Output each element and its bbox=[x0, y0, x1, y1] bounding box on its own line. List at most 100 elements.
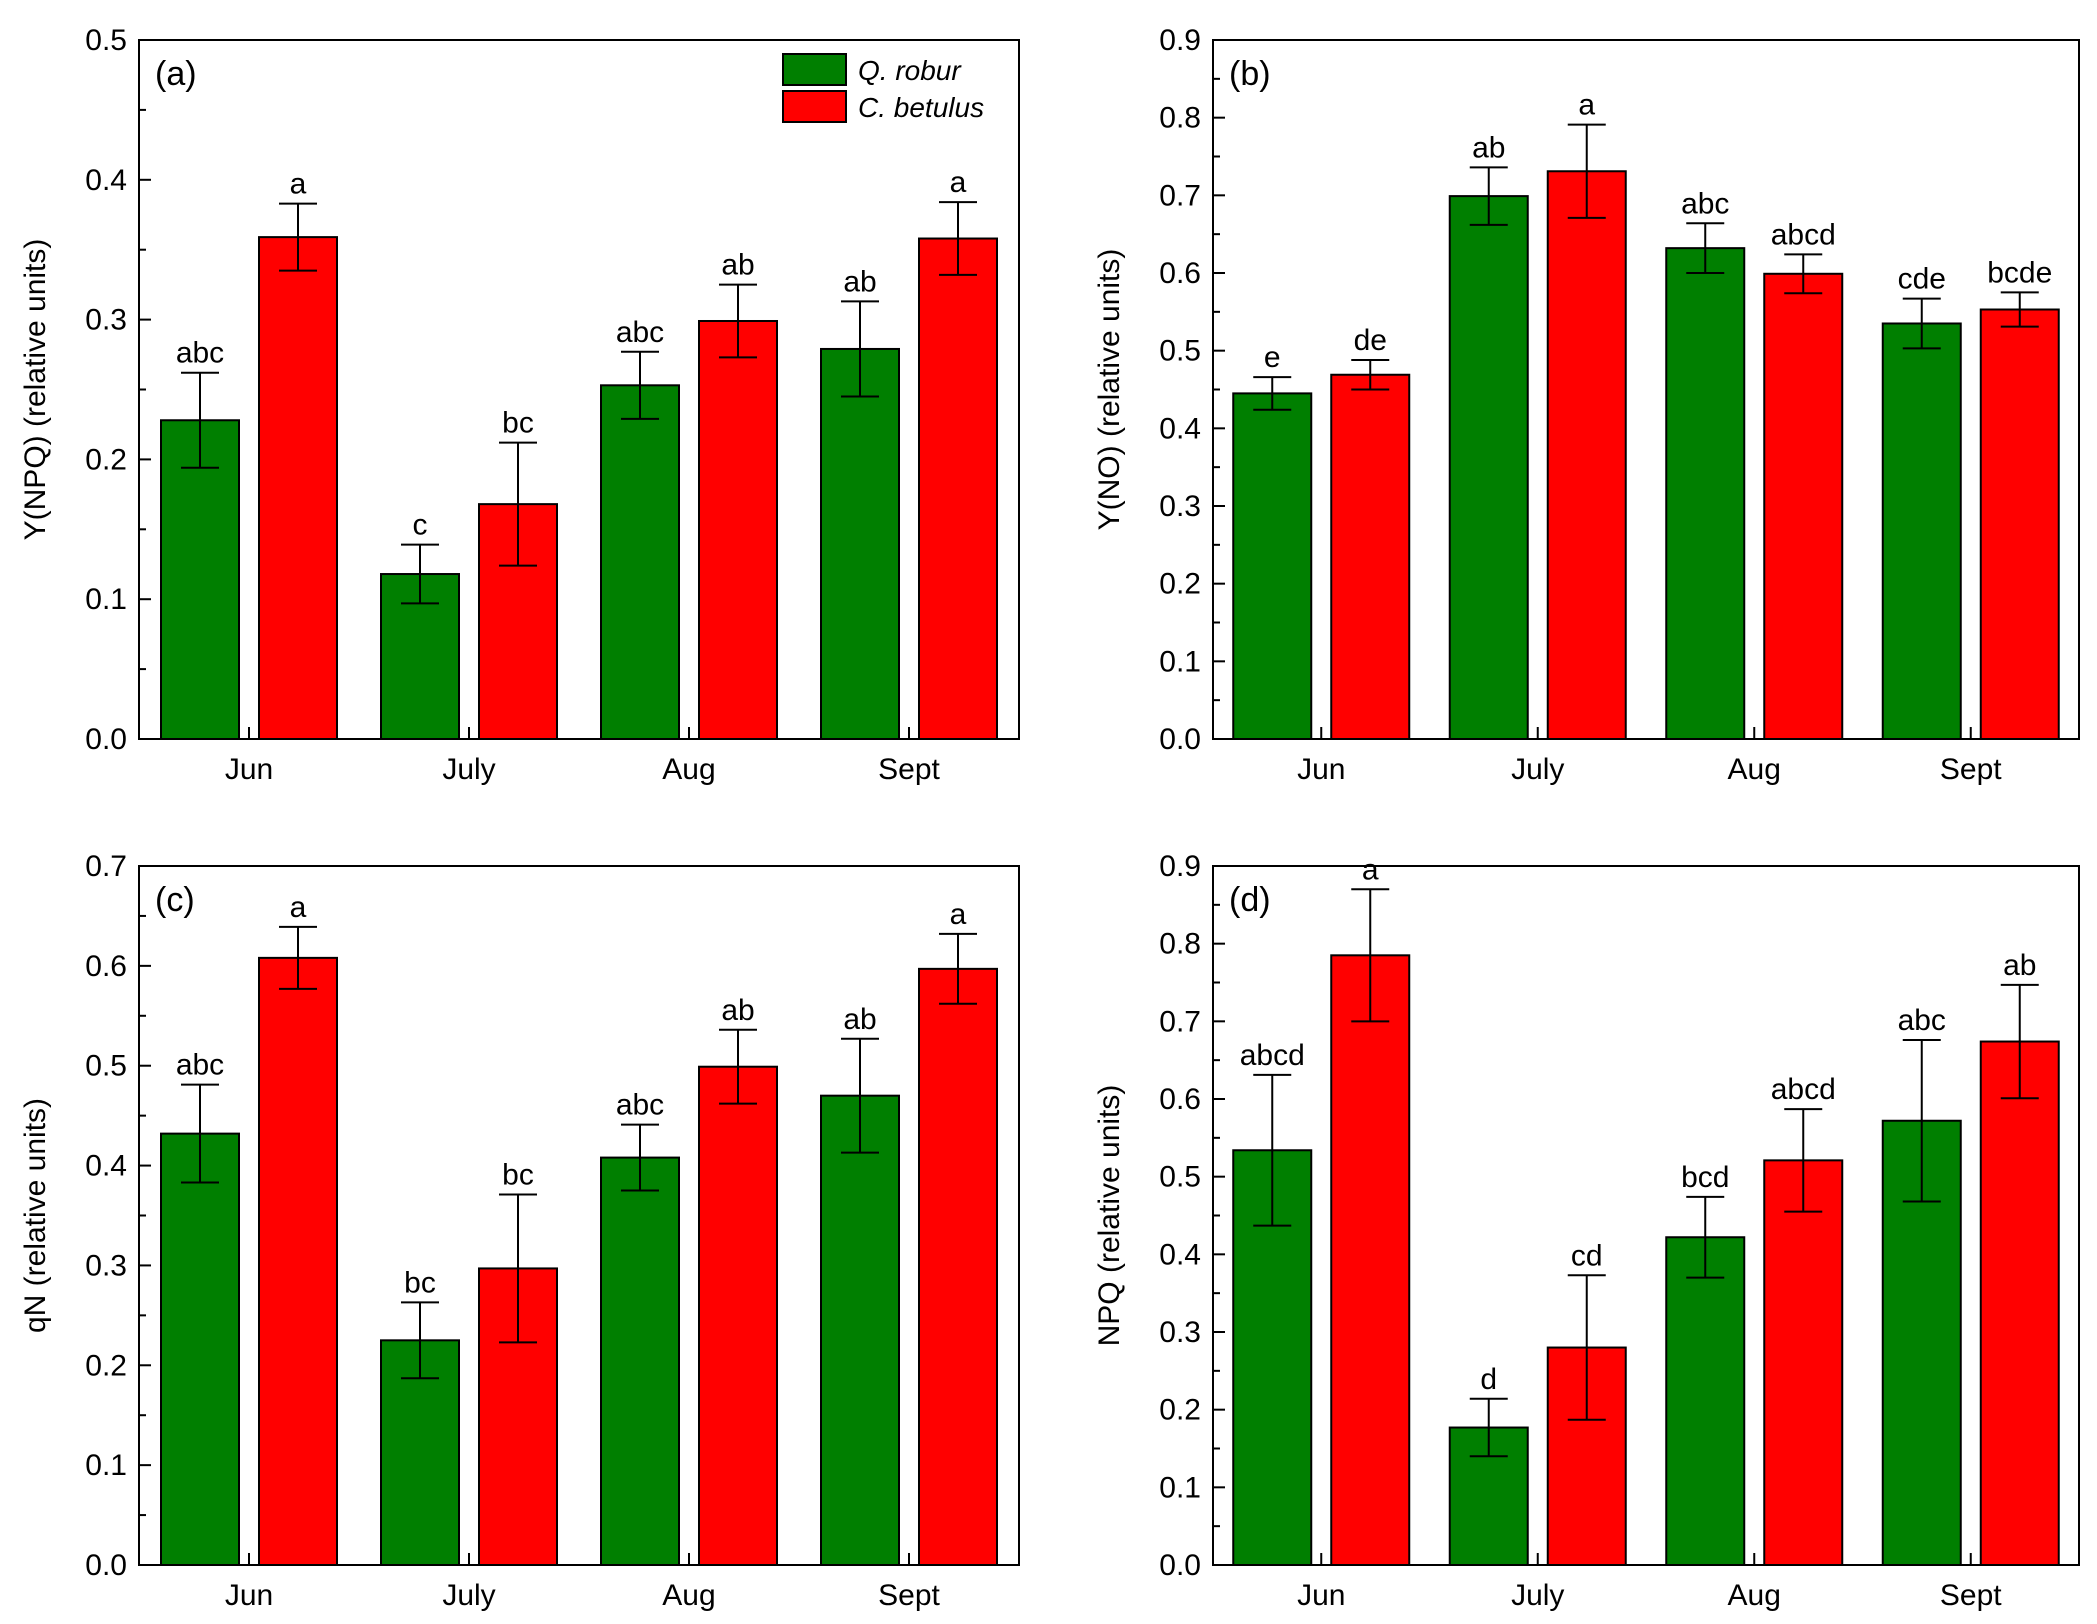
significance-letter: bc bbox=[502, 407, 534, 440]
y-tick-label: 0.3 bbox=[85, 1249, 127, 1282]
y-tick-label: 0.0 bbox=[1159, 1549, 1201, 1582]
significance-letter: ab bbox=[2003, 949, 2036, 982]
bar-q-robur-sept bbox=[820, 347, 900, 740]
bar-c-betulus-aug bbox=[698, 319, 778, 740]
significance-letter: a bbox=[950, 166, 967, 199]
bar-q-robur-sept bbox=[1881, 322, 1962, 740]
x-tick-label: Jun bbox=[225, 1579, 273, 1612]
significance-letter: abc bbox=[176, 1049, 224, 1082]
x-tick-label: July bbox=[1511, 753, 1564, 786]
y-tick-label: 0.2 bbox=[1159, 1394, 1201, 1427]
bar-c-betulus-aug bbox=[1763, 1159, 1844, 1567]
y-tick-label: 0.5 bbox=[1159, 1161, 1201, 1194]
panel-label: (c) bbox=[155, 881, 195, 919]
x-tick-label: July bbox=[442, 1579, 495, 1612]
y-tick-label: 0.7 bbox=[1159, 179, 1201, 212]
significance-letter: ab bbox=[721, 249, 754, 282]
y-tick-label: 0.8 bbox=[1159, 928, 1201, 961]
x-tick-label: Sept bbox=[1940, 753, 2002, 786]
y-axis-label: NPQ (relative units) bbox=[1093, 1085, 1126, 1347]
y-tick-label: 0.0 bbox=[85, 1549, 127, 1582]
significance-letter: bcd bbox=[1681, 1161, 1729, 1194]
bar-q-robur-sept bbox=[820, 1094, 900, 1566]
y-tick-label: 0.5 bbox=[85, 24, 127, 57]
significance-letter: abcd bbox=[1771, 1073, 1836, 1106]
x-tick-label: Aug bbox=[662, 753, 715, 786]
significance-letter: e bbox=[1264, 341, 1281, 374]
bar-c-betulus-jun bbox=[258, 236, 338, 740]
panel-label: (b) bbox=[1229, 55, 1271, 93]
significance-letter: bc bbox=[502, 1159, 534, 1192]
significance-letter: abc bbox=[176, 337, 224, 370]
y-tick-label: 0.3 bbox=[85, 304, 127, 337]
significance-letter: a bbox=[1578, 89, 1595, 122]
x-tick-label: Aug bbox=[1728, 1579, 1781, 1612]
plot-frame bbox=[1212, 865, 2080, 1566]
y-tick-label: 0.5 bbox=[1159, 335, 1201, 368]
bar-c-betulus-july bbox=[1546, 1346, 1627, 1566]
significance-letter: d bbox=[1480, 1363, 1497, 1396]
y-tick-label: 0.1 bbox=[85, 1449, 127, 1482]
bar-c-betulus-jun bbox=[1330, 954, 1411, 1566]
y-tick-label: 0.2 bbox=[85, 443, 127, 476]
bar-q-robur-jun bbox=[160, 1132, 240, 1567]
x-tick-label: July bbox=[1511, 1579, 1564, 1612]
significance-letter: ab bbox=[1472, 131, 1505, 164]
y-tick-label: 0.0 bbox=[1159, 723, 1201, 756]
bar-q-robur-jun bbox=[1232, 392, 1313, 740]
significance-letter: abc bbox=[616, 316, 664, 349]
significance-letter: abc bbox=[1898, 1004, 1946, 1037]
y-tick-label: 0.5 bbox=[85, 1050, 127, 1083]
y-axis-label: Y(NPQ) (relative units) bbox=[19, 239, 52, 541]
bar-c-betulus-jun bbox=[258, 956, 338, 1566]
significance-letter: de bbox=[1354, 324, 1387, 357]
chart-panel-b: 0.0 0.1 0.2 0.3 0.4 0.5 0.6 0.7 0.8 0.9 e ab abc cde d… bbox=[1093, 24, 2080, 786]
x-tick-label: Sept bbox=[1940, 1579, 2002, 1612]
x-tick-label: Jun bbox=[1297, 1579, 1345, 1612]
y-tick-label: 0.6 bbox=[1159, 257, 1201, 290]
y-axis-label: qN (relative units) bbox=[19, 1098, 52, 1333]
y-tick-label: 0.9 bbox=[1159, 24, 1201, 57]
y-tick-label: 0.8 bbox=[1159, 102, 1201, 135]
legend-swatch bbox=[782, 53, 847, 86]
y-tick-label: 0.4 bbox=[85, 164, 127, 197]
bar-c-betulus-sept bbox=[918, 967, 998, 1566]
plot-frame bbox=[138, 865, 1020, 1566]
significance-letter: abcd bbox=[1240, 1039, 1305, 1072]
bar-q-robur-aug bbox=[600, 1156, 680, 1567]
y-tick-label: 0.1 bbox=[1159, 645, 1201, 678]
y-tick-label: 0.6 bbox=[1159, 1083, 1201, 1116]
y-tick-label: 0.4 bbox=[1159, 1238, 1201, 1271]
y-tick-label: 0.3 bbox=[1159, 490, 1201, 523]
chart-panel-d: 0.00.10.20.30.40.50.60.70.80.9abcddbcdab… bbox=[1093, 850, 2080, 1612]
significance-letter: abc bbox=[616, 1089, 664, 1122]
significance-letter: a bbox=[1362, 853, 1379, 886]
x-tick-label: Aug bbox=[1728, 753, 1781, 786]
panel-label: (a) bbox=[155, 55, 197, 93]
chart-panel-c: 0.00.10.20.30.40.50.60.7abcbcabcababcaba… bbox=[19, 850, 1020, 1612]
y-tick-label: 0.1 bbox=[85, 583, 127, 616]
plot-frame bbox=[138, 39, 1020, 740]
significance-letter: c bbox=[413, 509, 428, 542]
bar-c-betulus-jun bbox=[1330, 373, 1411, 740]
bar-c-betulus-july bbox=[1546, 170, 1627, 741]
legend-label: C. betulus bbox=[858, 92, 984, 123]
bar-q-robur-aug bbox=[1665, 1236, 1746, 1567]
legend-label: Q. robur bbox=[858, 55, 962, 86]
y-tick-label: 0.9 bbox=[1159, 850, 1201, 883]
y-axis-label: Y(NO) (relative units) bbox=[1093, 249, 1126, 531]
x-tick-label: Jun bbox=[1297, 753, 1345, 786]
significance-letter: ab bbox=[843, 265, 876, 298]
y-tick-label: 0.2 bbox=[1159, 568, 1201, 601]
y-tick-label: 0.4 bbox=[85, 1150, 127, 1183]
significance-letter: a bbox=[290, 168, 307, 201]
significance-letter: abcd bbox=[1771, 218, 1836, 251]
y-tick-label: 0.0 bbox=[85, 723, 127, 756]
y-tick-label: 0.6 bbox=[85, 950, 127, 983]
panel-label: (d) bbox=[1229, 881, 1271, 919]
significance-letter: bcde bbox=[1987, 256, 2052, 289]
x-tick-label: Sept bbox=[878, 753, 940, 786]
legend-swatch bbox=[782, 90, 847, 123]
